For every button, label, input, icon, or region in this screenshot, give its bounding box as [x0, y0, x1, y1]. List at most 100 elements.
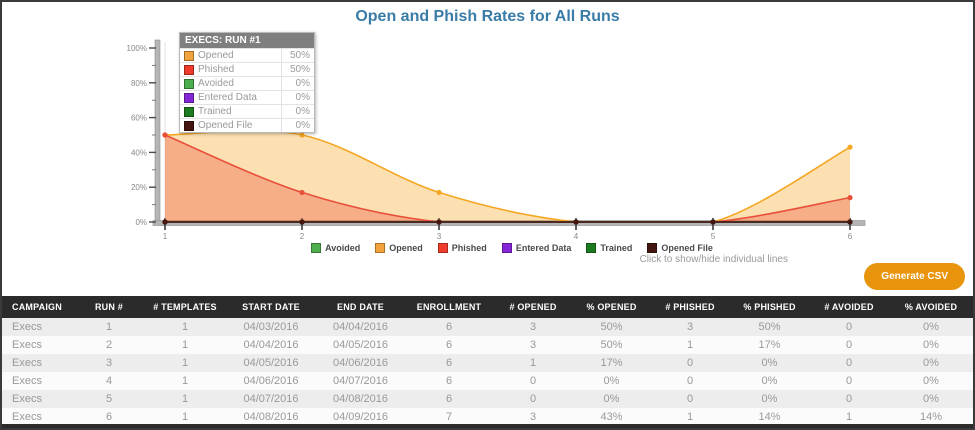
entered-data-swatch-icon [501, 243, 512, 253]
cell-avoided: 0% [923, 321, 939, 333]
cell-start-date: 04/06/2016 [243, 375, 299, 387]
cell-opened: 1 [529, 357, 537, 369]
opened-file-swatch-icon [184, 120, 194, 131]
y-axis-bar [154, 39, 161, 226]
cell-opened: 0% [603, 393, 620, 405]
tooltip-row-trained: Trained 0% [180, 104, 314, 118]
cell-campaign: Execs [12, 357, 42, 369]
cell-opened: 0% [603, 375, 620, 387]
column-header-start-date: START DATE [226, 296, 316, 318]
tooltip-row-entered-data: Entered Data 0% [180, 90, 314, 104]
cell-run: 4 [105, 375, 113, 387]
legend-item-trained[interactable]: Trained [586, 243, 632, 253]
cell-enrollment: 6 [445, 375, 453, 387]
phished-swatch-icon [437, 243, 448, 253]
column-header-end-date: END DATE [316, 296, 405, 318]
cell-run: 5 [105, 393, 113, 405]
legend-item-phished[interactable]: Phished [437, 243, 487, 253]
column-header-phished: % PHISHED [730, 296, 809, 318]
tooltip-row-phished: Phished 50% [180, 62, 314, 76]
legend-item-opened[interactable]: Opened [375, 243, 423, 253]
svg-text:3: 3 [437, 232, 442, 241]
cell-opened: 3 [529, 411, 537, 423]
page-title: Open and Phish Rates for All Runs [355, 8, 620, 25]
trained-swatch-icon [586, 243, 597, 253]
legend-hint: Click to show/hide individual lines [639, 254, 788, 265]
column-header-avoided: # AVOIDED [809, 296, 889, 318]
legend-item-avoided[interactable]: Avoided [311, 243, 360, 253]
cell-avoided: 0% [923, 339, 939, 351]
cell-phished: 17% [758, 339, 781, 351]
cell-phished: 1 [686, 411, 694, 423]
cell-start-date: 04/03/2016 [243, 321, 299, 333]
tooltip-series-value: 0% [281, 77, 314, 90]
cell-run: 2 [105, 339, 113, 351]
cell-avoided: 0% [923, 375, 939, 387]
cell-avoided: 0 [845, 339, 853, 351]
cell-opened: 50% [600, 339, 623, 351]
tooltip-title: EXECS: RUN #1 [180, 33, 314, 48]
avoided-swatch-icon [311, 243, 322, 253]
cell-end-date: 04/07/2016 [332, 375, 389, 387]
legend-item-entered-data[interactable]: Entered Data [501, 243, 572, 253]
tooltip-series-value: 0% [281, 119, 314, 132]
cell-start-date: 04/04/2016 [243, 339, 299, 351]
cell-phished: 0% [761, 393, 778, 405]
opened-swatch-icon [375, 243, 386, 253]
tooltip-series-label: Phished [198, 64, 235, 75]
cell-templates: 1 [181, 375, 189, 387]
opened-swatch-icon [184, 50, 194, 61]
cell-avoided: 0 [845, 357, 853, 369]
cell-avoided: 0 [845, 321, 853, 333]
column-header-templates: # TEMPLATES [144, 296, 226, 318]
cell-run: 1 [105, 321, 113, 333]
column-header-campaign: CAMPAIGN [2, 296, 74, 318]
cell-campaign: Execs [12, 411, 42, 423]
cell-end-date: 04/05/2016 [332, 339, 389, 351]
legend-item-opened-file[interactable]: Opened File [647, 243, 713, 253]
cell-enrollment: 6 [445, 339, 453, 351]
column-header-run: RUN # [74, 296, 144, 318]
column-header-avoided: % AVOIDED [889, 296, 973, 318]
cell-avoided: 0 [845, 393, 853, 405]
tooltip-row-opened-file: Opened File 0% [180, 118, 314, 132]
runs-chart[interactable]: 0% 20% 40% 60% 80% 100% 1 2 3 4 5 6 [2, 2, 973, 262]
cell-opened: 0 [529, 375, 537, 387]
chart-tooltip: EXECS: RUN #1 Opened 50% Phished 50% Avoided… [179, 32, 315, 133]
cell-avoided: 1 [845, 411, 853, 423]
cell-phished: 3 [686, 321, 694, 333]
legend-label: Opened File [661, 243, 713, 253]
cell-opened: 43% [600, 411, 623, 423]
cell-start-date: 04/05/2016 [243, 357, 299, 369]
cell-enrollment: 7 [445, 411, 453, 423]
tooltip-row-opened: Opened 50% [180, 48, 314, 62]
cell-opened: 17% [600, 357, 623, 369]
tooltip-series-label: Opened [198, 50, 234, 61]
cell-avoided: 0 [845, 375, 853, 387]
tooltip-series-value: 0% [281, 91, 314, 104]
column-header-enrollment: ENROLLMENT [405, 296, 493, 318]
opened-file-swatch-icon [647, 243, 658, 253]
generate-csv-button[interactable]: Generate CSV [864, 263, 965, 290]
cell-avoided: 0% [923, 393, 939, 405]
legend-label: Phished [451, 243, 487, 253]
table-row-5: Execs 5 1 04/07/2016 04/08/2016 6 0 0% 0 0% 0 0% [2, 390, 973, 408]
column-header-opened: # OPENED [493, 296, 573, 318]
svg-text:4: 4 [574, 232, 579, 241]
column-header-opened: % OPENED [573, 296, 650, 318]
cell-phished: 50% [758, 321, 781, 333]
legend-label: Entered Data [515, 243, 572, 253]
svg-text:1: 1 [163, 232, 168, 241]
svg-text:6: 6 [848, 232, 853, 241]
table-header-row: CAMPAIGN RUN # # TEMPLATES START DATE END DA… [2, 296, 973, 318]
table-row-6: Execs 6 1 04/08/2016 04/09/2016 7 3 43% 1 14% 1 14% [2, 408, 973, 426]
cell-end-date: 04/09/2016 [332, 411, 389, 423]
cell-phished: 1 [686, 339, 694, 351]
cell-opened: 3 [529, 339, 537, 351]
cell-campaign: Execs [12, 339, 42, 351]
svg-text:5: 5 [711, 232, 716, 241]
avoided-swatch-icon [184, 78, 194, 89]
svg-text:20%: 20% [131, 183, 147, 192]
tooltip-series-label: Avoided [198, 78, 234, 89]
